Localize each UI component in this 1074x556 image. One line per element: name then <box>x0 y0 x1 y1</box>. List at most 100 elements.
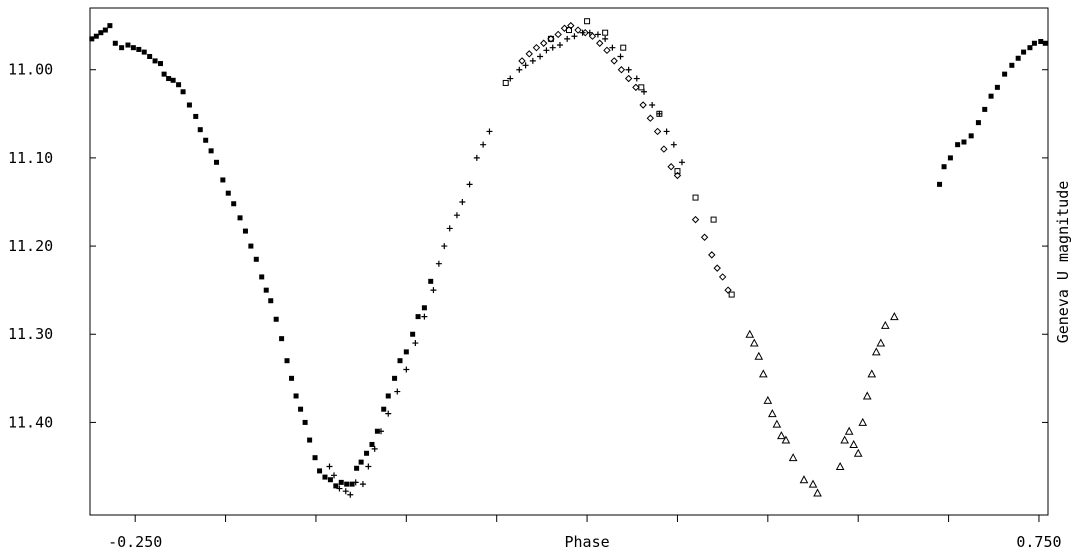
data-point <box>112 40 118 46</box>
data-point <box>1038 39 1044 45</box>
data-point <box>302 419 308 425</box>
data-point <box>728 291 735 298</box>
data-point <box>349 481 355 487</box>
data-point <box>633 75 640 82</box>
data-point <box>338 479 344 485</box>
data-point <box>336 485 343 492</box>
data-point <box>268 298 274 304</box>
data-point <box>625 66 632 73</box>
data-point <box>166 76 172 82</box>
data-point <box>98 30 104 36</box>
data-point <box>529 57 536 64</box>
data-point <box>596 39 604 47</box>
data-point <box>446 225 453 232</box>
data-point <box>125 42 131 48</box>
data-point <box>781 435 791 444</box>
data-point <box>799 475 809 484</box>
data-point <box>358 459 364 465</box>
data-point <box>371 445 378 452</box>
data-point <box>365 463 372 470</box>
data-point <box>844 426 854 435</box>
data-point <box>708 251 716 259</box>
data-point <box>428 278 434 284</box>
data-point <box>344 481 350 487</box>
data-point <box>352 479 359 486</box>
data-point <box>835 461 845 471</box>
data-point <box>660 145 668 153</box>
series-triangle-open <box>745 312 899 497</box>
data-point <box>853 448 863 457</box>
data-point <box>988 93 994 99</box>
data-point <box>1009 62 1015 68</box>
data-point <box>197 127 203 133</box>
data-point <box>649 101 656 108</box>
data-point <box>982 106 988 112</box>
data-point <box>653 127 662 136</box>
data-point <box>322 474 328 480</box>
x-tick-label: 0.750 <box>1016 533 1061 551</box>
data-point <box>354 465 360 471</box>
data-point <box>710 216 717 223</box>
data-point <box>788 453 798 462</box>
data-point <box>745 329 755 338</box>
data-point <box>430 287 437 294</box>
data-point <box>176 82 182 88</box>
data-point <box>1027 45 1033 51</box>
data-point <box>385 410 392 417</box>
data-point <box>667 163 675 171</box>
data-point <box>102 27 108 33</box>
series-plus <box>326 29 685 498</box>
data-point <box>566 27 572 34</box>
data-point <box>480 141 487 148</box>
data-point <box>871 347 881 356</box>
data-point <box>403 366 410 373</box>
data-point <box>543 47 550 54</box>
data-point <box>663 128 670 135</box>
data-point <box>975 120 981 126</box>
data-point <box>293 393 299 399</box>
data-point <box>317 468 323 474</box>
data-point <box>403 349 409 355</box>
data-point <box>136 46 142 52</box>
data-point <box>840 435 849 444</box>
data-point <box>691 215 700 224</box>
data-point <box>609 44 616 51</box>
data-point <box>880 320 890 329</box>
data-point <box>237 215 243 221</box>
data-point <box>862 391 872 400</box>
data-point <box>867 369 877 378</box>
data-point <box>571 33 578 40</box>
data-point <box>525 50 533 58</box>
x-axis-ticks: -0.250 Phase 0.750 <box>108 515 1062 551</box>
data-point <box>312 455 318 461</box>
data-point <box>273 316 279 322</box>
data-point <box>581 28 589 37</box>
data-point <box>180 89 186 95</box>
data-point <box>333 483 339 489</box>
data-point <box>620 44 627 51</box>
data-point <box>718 273 727 281</box>
data-point <box>768 409 777 418</box>
data-point <box>955 142 961 148</box>
data-point <box>674 168 681 175</box>
data-point <box>253 256 259 262</box>
data-point <box>749 338 759 347</box>
data-point <box>772 419 782 428</box>
data-point <box>193 113 199 119</box>
data-point <box>638 84 645 91</box>
data-point <box>610 57 618 65</box>
x-tick-label: Phase <box>564 533 609 551</box>
data-point <box>231 201 237 207</box>
data-point <box>808 479 818 488</box>
data-point <box>203 137 209 143</box>
data-point <box>639 101 647 109</box>
data-point <box>279 336 285 342</box>
data-point <box>849 439 859 448</box>
x-tick-label: -0.250 <box>108 533 162 551</box>
data-point <box>692 194 699 201</box>
y-tick-label: 11.10 <box>8 149 53 167</box>
data-point <box>646 114 655 122</box>
data-point <box>421 313 428 320</box>
data-point <box>152 58 158 64</box>
data-point <box>532 43 541 52</box>
